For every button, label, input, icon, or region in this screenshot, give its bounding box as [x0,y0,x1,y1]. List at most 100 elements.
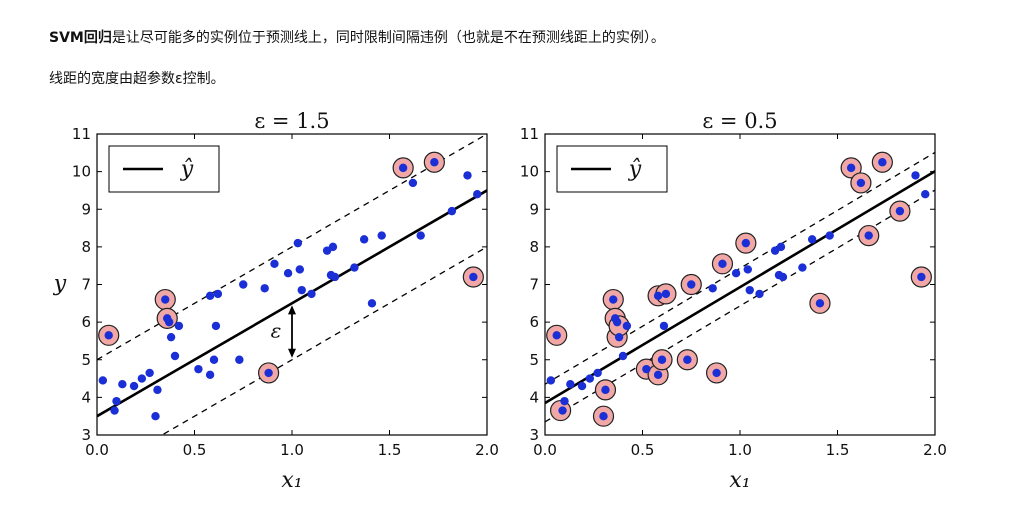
data-point [546,376,556,385]
data-point [211,321,221,331]
x-tick-label: 2.0 [475,441,499,459]
data-point [593,368,602,378]
data-point [864,231,873,240]
x-tick-label: 1.0 [728,441,752,459]
data-point [112,396,121,406]
y-tick-label: 3 [81,426,91,444]
data-point [473,190,482,199]
x-tick-label: 0.5 [631,441,655,459]
x-tick-label: 0.0 [85,441,109,459]
data-point [270,259,279,269]
x-axis-label: x₁ [729,468,750,493]
data-point [745,285,754,295]
y-tick-label: 7 [81,276,91,294]
y-tick-label: 9 [529,200,539,218]
data-point [264,368,273,378]
data-point [350,263,359,272]
y-tick-label: 8 [529,238,539,256]
data-point [895,206,905,216]
y-tick-label: 5 [529,351,539,369]
data-point [683,355,692,364]
chart-epsilon-0.5: ε = 0.5 0.0 0.5 1.0 1.5 2.0 3 4 5 6 7 8 9 10 11 x₁ ŷ [520,109,947,493]
data-point [328,242,338,252]
data-point [469,272,478,282]
data-point [776,242,786,252]
data-point [205,370,215,379]
chart-title: ε = 0.5 [702,109,777,133]
data-point [558,406,567,415]
y-tick-label: 9 [81,200,91,218]
data-point [153,385,162,395]
data-point [618,351,628,361]
data-point [239,280,248,289]
data-point [398,163,408,173]
data-point [159,434,164,435]
data-point [118,380,127,389]
data-point [307,289,316,299]
legend: ŷ [108,145,220,193]
data-point [731,269,741,278]
data-point [295,265,304,274]
data-point [170,351,180,361]
data-point [297,285,306,295]
paragraph-intro: SVM回归是让尽可能多的实例位于预测线上，同时限制间隔违例（也就是不在预测线距上… [49,28,665,48]
x-tick-label: 0.5 [183,441,207,459]
data-point [463,171,472,180]
data-point [607,434,612,435]
data-point [98,376,108,385]
data-point [560,396,569,406]
upper-margin-line [97,134,487,361]
data-point [778,272,788,282]
data-point [657,355,667,364]
data-point [743,265,752,274]
data-point [856,178,866,188]
data-point [408,178,418,188]
y-tick-label: 11 [520,125,539,143]
data-point [566,380,575,389]
chart-epsilon-1.5: ε = 1.5 ε 0.0 0.5 1.0 1.5 2.0 3 4 5 6 7 8 9 10 11 x₁ y ŷ [53,109,499,493]
legend-label: ŷ [628,157,642,182]
data-point [653,291,663,300]
data-point [798,263,807,272]
data-point [416,231,425,240]
y-tick-label: 8 [81,238,91,256]
data-point [846,163,856,173]
data-point [622,321,632,331]
x-tick-label: 1.0 [280,441,304,459]
data-point [642,364,651,374]
data-point [151,411,160,421]
data-point [161,295,170,304]
data-point [718,259,727,269]
chart-title: ε = 1.5 [254,109,329,133]
data-point [447,206,457,216]
y-tick-label: 4 [529,388,539,406]
data-point [174,321,184,331]
data-point [163,314,172,323]
intro-text: 是让尽可能多的实例位于预测线上，同时限制间隔违例（也就是不在预测线距上的实例）。 [111,30,665,46]
data-point [741,238,751,248]
data-point [917,272,926,282]
y-tick-label: 10 [520,163,539,181]
data-point [687,280,696,289]
data-point [377,231,386,240]
x-tick-label: 0.0 [533,441,557,459]
data-point [330,272,340,282]
data-point [430,158,439,167]
epsilon-arrow-head-up [288,305,296,315]
lower-margin-line [160,246,487,435]
data-point [825,231,834,240]
y-tick-label: 3 [529,426,539,444]
y-tick-label: 7 [529,276,539,294]
y-axis-label: y [53,272,67,297]
data-point [807,235,817,244]
data-point [213,289,223,299]
data-point [878,158,887,167]
y-tick-label: 11 [72,125,91,143]
x-tick-label: 1.5 [826,441,850,459]
legend: ŷ [556,145,668,193]
data-point [708,284,717,293]
data-point [209,355,219,364]
data-point [166,332,176,342]
data-point [283,269,293,278]
data-point [712,368,721,378]
